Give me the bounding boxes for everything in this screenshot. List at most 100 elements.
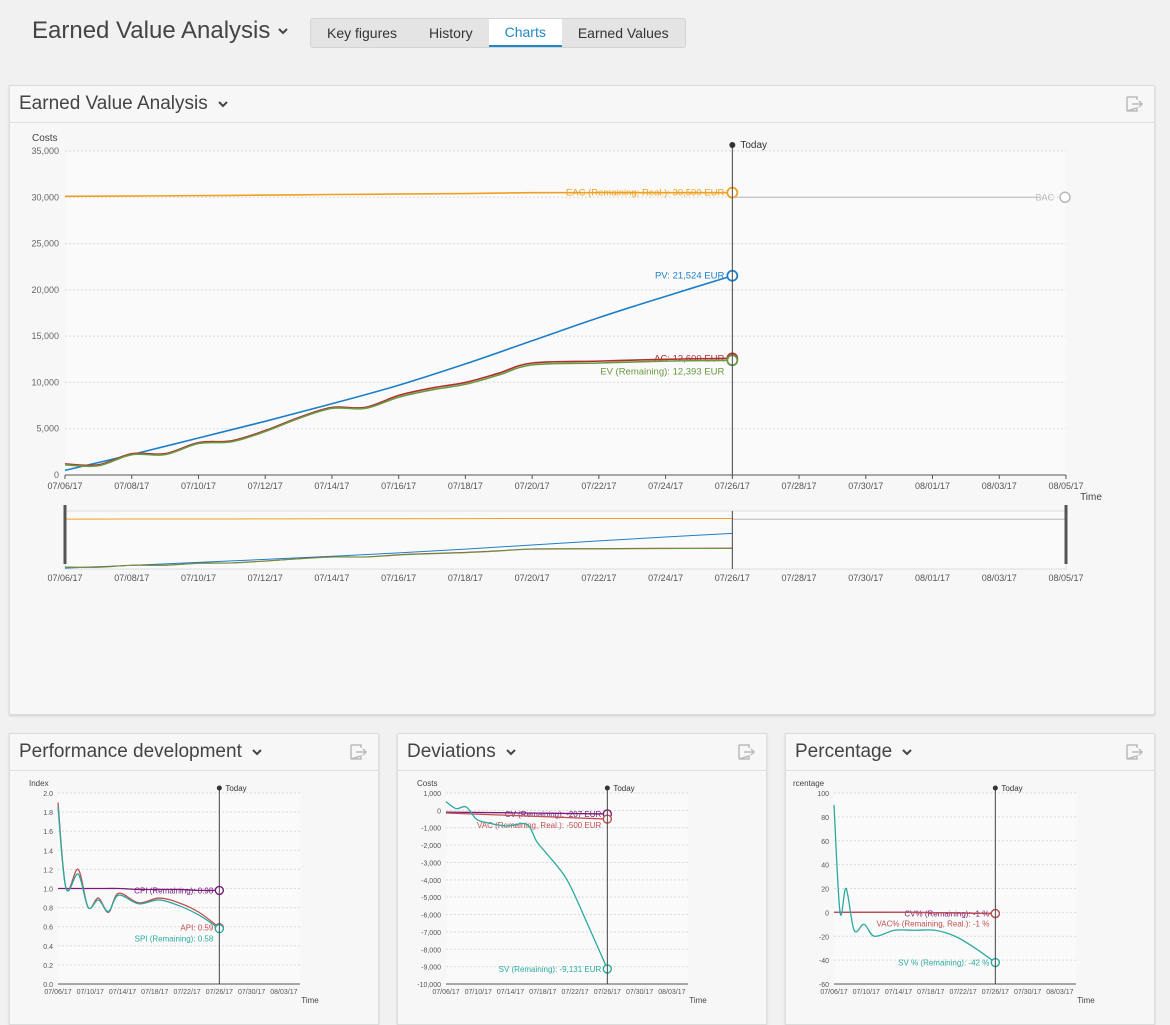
- chevron-down-icon[interactable]: [276, 24, 290, 38]
- panel-title[interactable]: Percentage: [795, 741, 914, 763]
- x-tick-label: 07/18/17: [917, 989, 944, 996]
- series-label-bac: BAC: [1035, 192, 1054, 202]
- x-axis-label: Time: [689, 996, 707, 1005]
- x-axis-label: Time: [301, 996, 319, 1005]
- tab-earned-values[interactable]: Earned Values: [577, 25, 669, 41]
- series-0-label: CV (Remaining): -207 EUR: [505, 810, 602, 819]
- x-tick-label: 07/18/17: [141, 989, 168, 996]
- y-tick-label: 1,000: [423, 791, 441, 798]
- x-tick-label: 08/03/17: [270, 989, 297, 996]
- today-label: Today: [740, 140, 767, 151]
- chevron-down-icon[interactable]: [216, 97, 230, 111]
- chevron-down-icon[interactable]: [900, 745, 914, 759]
- y-tick-label: 80: [821, 815, 829, 822]
- x-tick-label: 07/26/17: [715, 481, 750, 491]
- panel-title[interactable]: Performance development: [19, 741, 264, 763]
- x-tick-label: 07/16/17: [381, 481, 416, 491]
- navigator-tick-label: 07/10/17: [181, 573, 216, 583]
- navigator-tick-label: 07/12/17: [248, 573, 283, 583]
- performance-chart[interactable]: 0.0 0.2 0.4 0.6 0.8 1.0 1.2 1.4 1.6 1.8 2.0 Index 07…: [10, 771, 378, 1023]
- x-tick-label: 07/06/17: [820, 989, 847, 996]
- series-1-line: [445, 812, 608, 820]
- x-tick-label: 07/26/17: [594, 989, 621, 996]
- x-tick-label: 07/06/17: [44, 989, 71, 996]
- export-icon[interactable]: [1124, 95, 1144, 113]
- percentage-chart[interactable]: -60 -40 -20 0 20 40 60 80 100 rcentage 07/06/17 07/…: [786, 771, 1154, 1023]
- x-tick-label: 07/30/17: [626, 989, 653, 996]
- y-tick-label: -1,000: [421, 826, 441, 833]
- y-tick-label: -9,000: [421, 965, 441, 972]
- x-tick-label: 07/22/17: [581, 481, 616, 491]
- navigator-line-ev: [64, 547, 733, 568]
- y-tick-label: -3,000: [421, 860, 441, 867]
- y-tick-label: -20: [819, 934, 829, 941]
- navigator-tick-label: 07/26/17: [715, 573, 750, 583]
- navigator-tick-label: 07/16/17: [381, 573, 416, 583]
- y-axis-label: Costs: [417, 779, 437, 788]
- navigator-tick-label: 08/05/17: [1048, 573, 1083, 583]
- series-0-line: [445, 811, 608, 815]
- x-tick-label: 07/14/17: [497, 989, 524, 996]
- series-2-line: [445, 801, 608, 970]
- panel-title[interactable]: Earned Value Analysis: [19, 93, 230, 115]
- tab-charts[interactable]: Charts: [488, 19, 562, 47]
- tab-key-figures[interactable]: Key figures: [327, 25, 398, 41]
- today-label: Today: [1001, 784, 1022, 793]
- series-1-line: [833, 911, 996, 915]
- series-1-label: API: 0.59: [180, 924, 213, 933]
- page-title[interactable]: Earned Value Analysis: [32, 17, 290, 45]
- y-tick-label: -5,000: [421, 895, 441, 902]
- x-tick-label: 07/22/17: [561, 989, 588, 996]
- y-tick-label: 0.4: [43, 944, 53, 951]
- navigator-tick-label: 07/14/17: [314, 573, 349, 583]
- navigator-tick-label: 08/03/17: [982, 573, 1017, 583]
- chevron-down-icon[interactable]: [250, 745, 264, 759]
- y-tick-label: 100: [817, 791, 829, 798]
- y-tick-label: 20,000: [31, 285, 59, 295]
- panel-header: Percentage: [786, 734, 1154, 771]
- x-tick-label: 07/06/17: [47, 481, 82, 491]
- y-tick-label: 35,000: [31, 146, 59, 156]
- y-axis-label: Costs: [32, 133, 58, 144]
- export-icon[interactable]: [348, 743, 368, 761]
- x-tick-label: 07/10/17: [465, 989, 492, 996]
- y-tick-label: -8,000: [421, 947, 441, 954]
- series-2-line: [57, 807, 220, 930]
- series-1-label: VAC% (Remaining, Real.): -1 %: [877, 920, 990, 929]
- panel-title[interactable]: Deviations: [407, 741, 518, 763]
- y-tick-label: 5,000: [36, 424, 59, 434]
- y-tick-label: -60: [819, 982, 829, 989]
- evm-main-chart[interactable]: 0 5,000 10,000 15,000 20,000 25,000 30,000 35,0…: [10, 123, 1154, 713]
- navigator-tick-label: 08/01/17: [915, 573, 950, 583]
- x-tick-label: 07/30/17: [848, 481, 883, 491]
- navigator-tick-label: 07/20/17: [515, 573, 550, 583]
- plot-area: [65, 151, 1066, 475]
- export-icon[interactable]: [1124, 743, 1144, 761]
- deviations-panel: Deviations -10,000 -9,000 -8,000 -7,000 -6,0…: [397, 733, 767, 1025]
- x-tick-label: 08/03/17: [1046, 989, 1073, 996]
- navigator-tick-label: 07/30/17: [848, 573, 883, 583]
- series-label-ac: AC: 12,600 EUR: [654, 353, 724, 364]
- x-tick-label: 07/10/17: [853, 989, 880, 996]
- tab-history[interactable]: History: [429, 25, 473, 41]
- x-tick-label: 07/14/17: [109, 989, 136, 996]
- today-dot: [216, 785, 222, 791]
- deviations-chart[interactable]: -10,000 -9,000 -8,000 -7,000 -6,000 -5,000 -4,…: [398, 771, 766, 1023]
- series-2-label: SPI (Remaining): 0.58: [135, 935, 214, 944]
- export-icon[interactable]: [736, 743, 756, 761]
- plot-area: [446, 793, 688, 984]
- series-line-pv: [64, 274, 733, 472]
- series-line-ac: [64, 357, 733, 467]
- x-tick-label: 07/18/17: [448, 481, 483, 491]
- series-line-eac: [64, 191, 733, 198]
- x-tick-label: 07/26/17: [982, 989, 1009, 996]
- x-tick-label: 07/06/17: [432, 989, 459, 996]
- series-2-line: [833, 804, 996, 964]
- series-marker-bac: [1059, 191, 1071, 204]
- navigator-line-eac: [64, 517, 733, 520]
- x-tick-label: 07/30/17: [238, 989, 265, 996]
- series-0-label: CV% (Remaining): -1 %: [904, 910, 989, 919]
- y-tick-label: -6,000: [421, 913, 441, 920]
- chevron-down-icon[interactable]: [504, 745, 518, 759]
- x-tick-label: 07/26/17: [206, 989, 233, 996]
